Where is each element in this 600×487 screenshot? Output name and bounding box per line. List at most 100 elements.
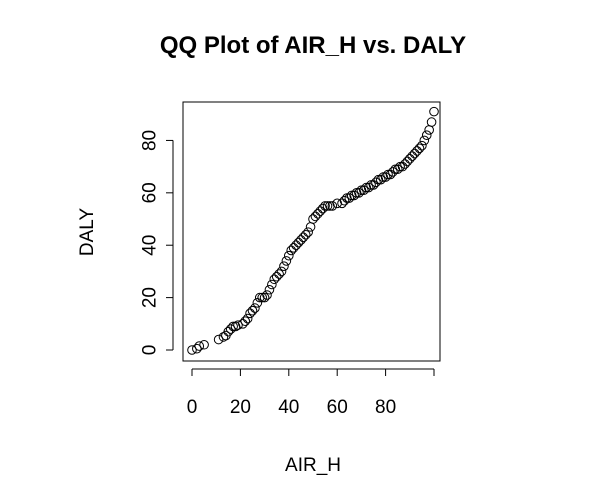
data-point (194, 341, 205, 351)
data-point (395, 161, 405, 172)
x-axis-label: AIR_H (285, 455, 341, 476)
data-point (424, 125, 434, 135)
data-point (426, 117, 437, 127)
data-point (293, 237, 304, 248)
x-tick-label: 0 (187, 397, 198, 418)
data-point (242, 313, 253, 324)
data-point (325, 201, 335, 211)
x-tick-label: 20 (230, 397, 251, 418)
x-tick-label: 40 (278, 397, 299, 418)
data-point (342, 193, 352, 203)
data-point (359, 185, 369, 196)
data-point (400, 159, 410, 169)
data-point (259, 292, 270, 303)
data-point (315, 206, 326, 216)
data-point (300, 229, 311, 240)
data-point (225, 324, 236, 334)
data-point (250, 303, 260, 313)
data-point (279, 261, 289, 271)
data-point (276, 266, 287, 277)
plot-frame (182, 101, 441, 362)
data-point (274, 269, 284, 279)
data-point (337, 198, 347, 209)
y-tick-label: 80 (140, 130, 161, 151)
data-point (412, 146, 422, 156)
data-point (284, 250, 294, 261)
data-point (402, 156, 413, 167)
data-point (356, 185, 367, 196)
data-point (378, 172, 388, 182)
data-point (257, 292, 267, 303)
x-tick-label: 60 (327, 397, 348, 418)
data-point (366, 180, 376, 190)
data-point (313, 208, 323, 219)
data-point (252, 298, 263, 308)
data-point (296, 235, 306, 245)
data-point (407, 151, 418, 161)
data-point (327, 201, 338, 211)
data-point (419, 135, 430, 146)
data-point (269, 274, 280, 285)
data-point (380, 172, 391, 182)
data-point (238, 319, 248, 329)
y-tick-label: 0 (140, 345, 161, 356)
data-point (254, 292, 265, 303)
data-point (230, 321, 241, 332)
data-point (303, 227, 313, 237)
data-point (281, 256, 292, 266)
x-axis: 0 20 40 60 80 (187, 368, 435, 418)
y-tick-label: 20 (140, 287, 161, 308)
data-point (262, 290, 272, 300)
x-tick-label: 80 (375, 397, 396, 418)
data-point (267, 279, 277, 290)
data-point (421, 130, 432, 140)
data-point (392, 164, 403, 175)
data-point (317, 203, 328, 214)
data-point (320, 201, 330, 211)
data-point (305, 222, 316, 232)
data-point (363, 182, 374, 193)
data-point (405, 153, 415, 164)
data-point (213, 334, 224, 345)
data-point (247, 305, 258, 316)
data-point (417, 140, 427, 151)
data-point (361, 182, 372, 193)
data-point (385, 169, 396, 180)
data-point (375, 174, 386, 185)
data-point (332, 198, 343, 209)
y-axis-label: DALY (77, 208, 98, 257)
data-point (351, 188, 362, 198)
data-point (228, 321, 238, 332)
data-point (264, 284, 275, 295)
data-point (233, 320, 243, 330)
data-point (339, 195, 350, 206)
data-point (344, 193, 355, 203)
y-tick-label: 60 (140, 182, 161, 203)
data-point (414, 143, 425, 154)
y-tick-label: 40 (140, 235, 161, 256)
data-point (298, 232, 309, 243)
data-point (322, 201, 333, 211)
data-point (187, 345, 197, 355)
data-point (349, 190, 359, 201)
chart-title: QQ Plot of AIR_H vs. DALY (160, 32, 466, 59)
data-point (240, 316, 251, 326)
data-point (346, 190, 357, 201)
data-point (223, 326, 234, 337)
data-point (409, 148, 420, 159)
data-point (291, 240, 301, 251)
data-point (388, 167, 398, 177)
y-axis: 0 20 40 60 80 (140, 130, 174, 355)
data-point (245, 308, 255, 319)
data-point (383, 169, 393, 180)
data-point (192, 343, 202, 354)
data-points (187, 106, 439, 355)
data-point (308, 214, 318, 224)
data-point (288, 243, 299, 253)
data-point (390, 164, 401, 175)
data-point (271, 271, 282, 282)
data-point (218, 332, 229, 342)
data-point (429, 106, 439, 117)
data-point (354, 188, 364, 198)
